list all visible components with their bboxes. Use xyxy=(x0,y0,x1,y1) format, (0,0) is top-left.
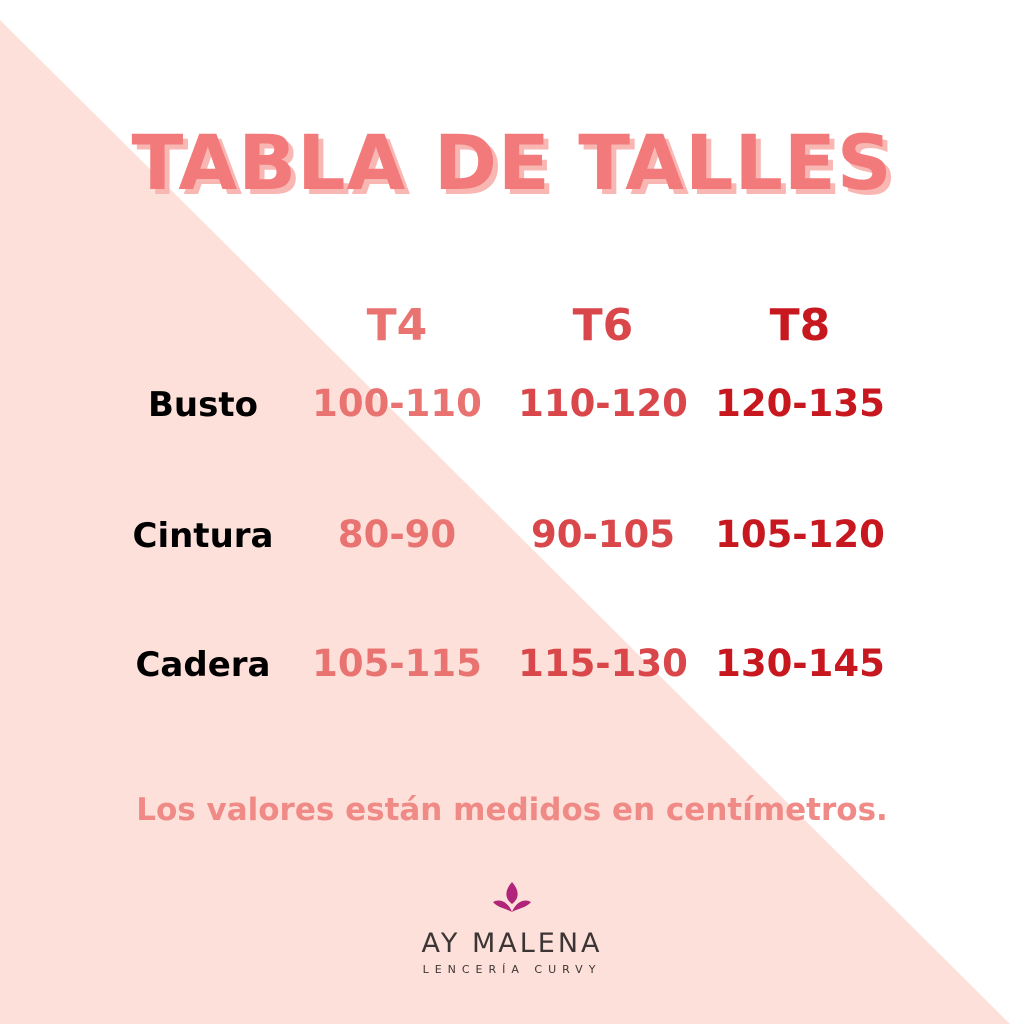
table-cell: 120-135 xyxy=(715,382,885,425)
column-header-t6: T6 xyxy=(572,300,634,351)
brand-logo: AY MALENA LENCERÍA CURVY xyxy=(412,880,612,976)
brand-name: AY MALENA xyxy=(421,928,603,959)
table-cell: 130-145 xyxy=(715,642,885,685)
table-cell: 100-110 xyxy=(312,382,482,425)
table-cell: 80-90 xyxy=(337,513,457,556)
table-cell: 110-120 xyxy=(518,382,688,425)
row-label-cadera: Cadera xyxy=(135,645,271,685)
table-cell: 90-105 xyxy=(530,513,676,556)
column-header-t8: T8 xyxy=(769,300,831,351)
page-title: TABLA DE TALLES xyxy=(131,118,893,207)
row-label-cintura: Cintura xyxy=(132,516,274,556)
table-cell: 105-120 xyxy=(715,513,885,556)
row-label-busto: Busto xyxy=(148,385,258,425)
table-cell: 115-130 xyxy=(518,642,688,685)
units-note: Los valores están medidos en centímetros… xyxy=(136,792,888,828)
brand-tagline: LENCERÍA CURVY xyxy=(422,963,602,976)
table-cell: 105-115 xyxy=(312,642,482,685)
flower-drop-icon xyxy=(493,882,531,912)
column-header-t4: T4 xyxy=(366,300,428,351)
